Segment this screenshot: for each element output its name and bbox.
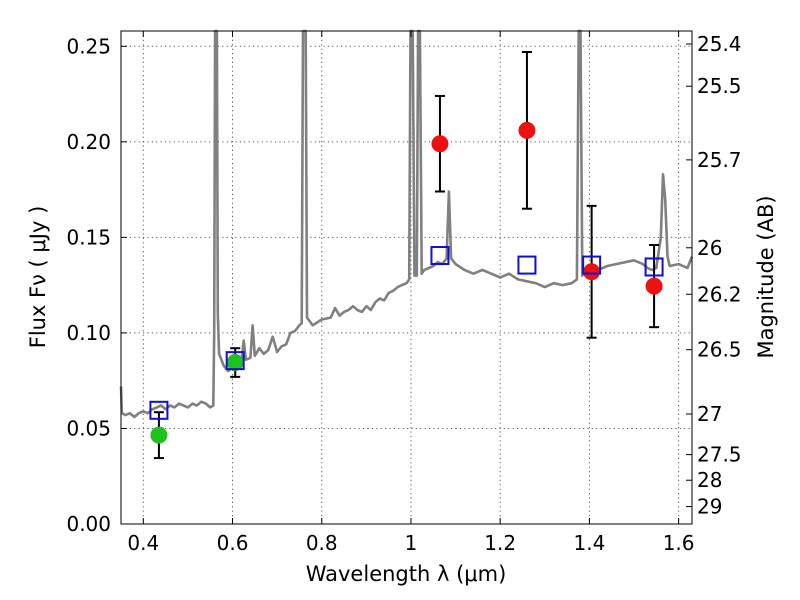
y2-tick-label: 27	[697, 402, 722, 426]
grid-lines	[121, 31, 692, 524]
data-point	[583, 263, 601, 281]
y-tick-label: 0.20	[66, 130, 111, 154]
x-tick-label: 1	[405, 531, 418, 555]
y2-axis-title: Magnitude (AB)	[754, 195, 778, 358]
spectrum-line	[119, 29, 694, 419]
x-tick-label: 1.4	[573, 531, 605, 555]
data-point	[518, 121, 536, 139]
axis-ticks: 0.4 0.6 0.8 1 1.2 1.4 1.6 0.00 0.05 0.10 0.15 0.20 0…	[66, 31, 742, 555]
y-axis-title: Flux Fν ( μJy )	[26, 206, 50, 349]
photometry-markers	[149, 121, 664, 444]
x-tick-label: 0.4	[127, 531, 159, 555]
plot-frame	[120, 30, 693, 525]
x-tick-label: 1.2	[484, 531, 516, 555]
model-point	[149, 400, 169, 420]
y-tick-label: 0.05	[66, 416, 111, 440]
x-axis-title: Wavelength λ (μm)	[306, 562, 507, 586]
model-point	[225, 351, 245, 371]
data-point	[431, 135, 449, 153]
model-point	[582, 255, 602, 275]
y-tick-label: 0.15	[66, 225, 111, 249]
model-point	[517, 255, 537, 275]
y2-tick-label: 29	[697, 495, 722, 519]
model-point	[430, 246, 450, 266]
y2-tick-label: 25.5	[697, 74, 742, 98]
model-point	[644, 257, 664, 277]
y2-tick-label: 26.5	[697, 338, 742, 362]
y2-tick-label: 27.5	[697, 443, 742, 467]
y2-tick-label: 25.7	[697, 148, 742, 172]
y2-tick-label: 26	[697, 236, 722, 260]
y-tick-label: 0.10	[66, 321, 111, 345]
x-tick-label: 0.6	[217, 531, 249, 555]
y2-tick-label: 26.2	[697, 282, 742, 306]
data-point	[645, 277, 663, 295]
y-tick-label: 0.00	[66, 512, 111, 536]
spectrum-series	[119, 29, 694, 419]
data-point	[150, 426, 168, 444]
x-tick-label: 0.8	[306, 531, 338, 555]
y2-tick-label: 28	[697, 468, 722, 492]
x-tick-label: 1.6	[663, 531, 695, 555]
y2-tick-label: 25.4	[697, 32, 742, 56]
y-tick-label: 0.25	[66, 34, 111, 58]
